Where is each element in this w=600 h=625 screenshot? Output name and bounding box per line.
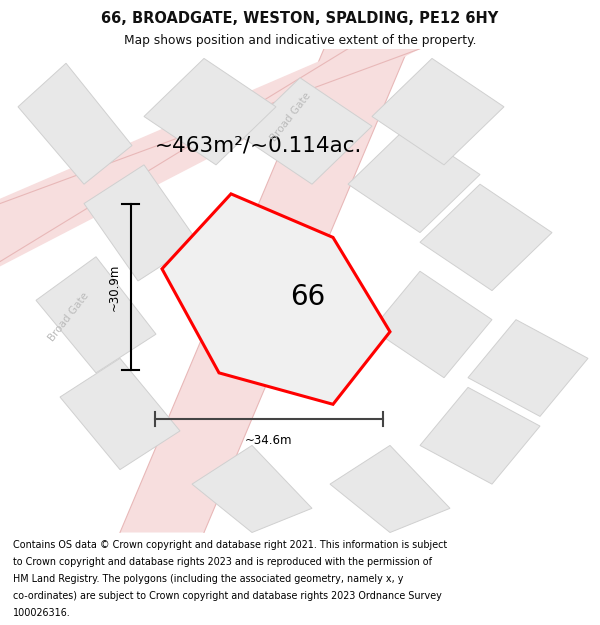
- Polygon shape: [372, 271, 492, 378]
- Polygon shape: [84, 165, 198, 281]
- Polygon shape: [18, 63, 132, 184]
- Text: to Crown copyright and database rights 2023 and is reproduced with the permissio: to Crown copyright and database rights 2…: [13, 557, 432, 567]
- Polygon shape: [144, 58, 276, 165]
- Text: co-ordinates) are subject to Crown copyright and database rights 2023 Ordnance S: co-ordinates) are subject to Crown copyr…: [13, 591, 442, 601]
- Text: ~34.6m: ~34.6m: [245, 434, 293, 447]
- Polygon shape: [348, 126, 480, 232]
- Polygon shape: [228, 242, 360, 349]
- Polygon shape: [330, 446, 450, 532]
- Polygon shape: [120, 49, 408, 532]
- Text: 100026316.: 100026316.: [13, 608, 71, 618]
- Polygon shape: [420, 184, 552, 291]
- Text: 66, BROADGATE, WESTON, SPALDING, PE12 6HY: 66, BROADGATE, WESTON, SPALDING, PE12 6H…: [101, 11, 499, 26]
- Text: Contains OS data © Crown copyright and database right 2021. This information is : Contains OS data © Crown copyright and d…: [13, 540, 448, 550]
- Text: HM Land Registry. The polygons (including the associated geometry, namely x, y: HM Land Registry. The polygons (includin…: [13, 574, 404, 584]
- Polygon shape: [192, 446, 312, 532]
- Text: ~30.9m: ~30.9m: [107, 263, 121, 311]
- Polygon shape: [240, 78, 372, 184]
- Polygon shape: [0, 49, 420, 266]
- Text: 66: 66: [290, 282, 326, 311]
- Polygon shape: [468, 319, 588, 416]
- Text: Broad Gate: Broad Gate: [269, 90, 313, 142]
- Text: Map shows position and indicative extent of the property.: Map shows position and indicative extent…: [124, 34, 476, 47]
- Polygon shape: [372, 58, 504, 165]
- Text: Broad Gate: Broad Gate: [47, 291, 91, 344]
- Text: ~463m²/~0.114ac.: ~463m²/~0.114ac.: [154, 136, 362, 156]
- Polygon shape: [36, 257, 156, 373]
- Polygon shape: [162, 194, 390, 404]
- Polygon shape: [60, 358, 180, 469]
- Polygon shape: [420, 388, 540, 484]
